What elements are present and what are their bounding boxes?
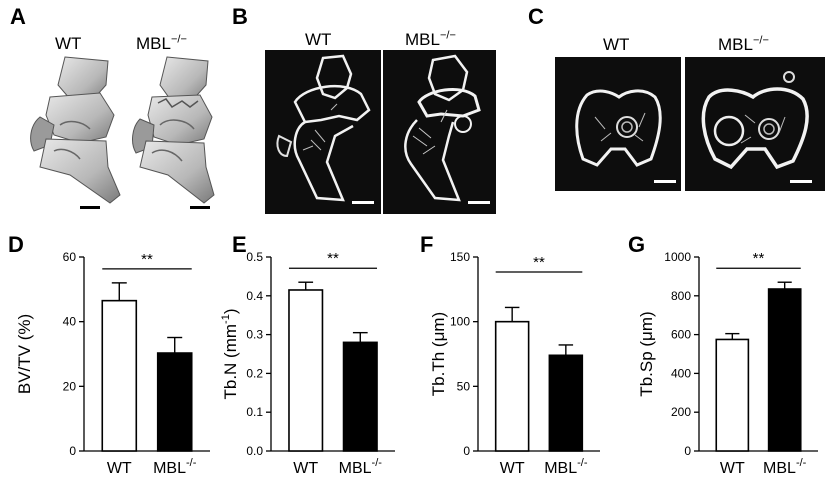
significance-marker: ** <box>533 254 545 271</box>
x-tick-label: MBL-/- <box>153 457 197 477</box>
x-tick-label: WT <box>720 460 745 477</box>
y-tick-label: 0.0 <box>246 444 263 458</box>
panel-label-b: B <box>232 4 248 29</box>
panel-b-mbl-microct-image <box>383 50 496 214</box>
y-tick-label: 0 <box>684 444 691 458</box>
y-tick-label: 0.1 <box>246 405 263 419</box>
y-tick-label: 400 <box>671 366 691 380</box>
y-tick-label: 100 <box>450 315 470 329</box>
y-tick-label: 50 <box>457 379 471 393</box>
y-tick-label: 20 <box>63 379 77 393</box>
bar-wt <box>101 299 138 452</box>
significance-marker: ** <box>753 250 765 267</box>
x-tick-label: WT <box>293 460 318 477</box>
panel-b-wt-microct-image <box>265 50 381 214</box>
x-tick-label: MBL-/- <box>544 457 588 477</box>
panel-b-mbl-label: MBL−/− <box>405 29 456 49</box>
panel-a-mbl-label: MBL−/− <box>136 33 187 53</box>
y-tick-label: 40 <box>63 315 77 329</box>
bar-wt <box>494 320 530 452</box>
panel-a-mbl-scale-bar <box>190 206 210 209</box>
panel-label-a: A <box>10 4 26 29</box>
y-tick-label: 200 <box>671 405 691 419</box>
chart-f: 0 50 100 150 Tb.Th (μm) WT MBL-/- ** <box>429 250 600 477</box>
panel-b-wt-label: WT <box>305 30 332 49</box>
significance-marker: ** <box>141 251 153 268</box>
x-tick-label: WT <box>500 460 525 477</box>
bar-wt <box>715 338 750 452</box>
y-axis-label: Tb.N (mm-1) <box>220 309 240 400</box>
y-tick-label: 60 <box>63 250 77 264</box>
x-tick-label: MBL-/- <box>763 457 807 477</box>
panel-c-wt-label: WT <box>603 35 630 54</box>
y-tick-label: 0.2 <box>246 366 263 380</box>
x-tick-label: WT <box>107 460 132 477</box>
chart-g: 0 200 400 600 800 1000 Tb.Sp (μm) WT MBL-/- ** <box>637 250 818 477</box>
panel-c-mbl-label: MBL−/− <box>718 34 769 54</box>
panel-label-e: E <box>232 232 247 257</box>
y-tick-label: 0 <box>463 444 470 458</box>
panel-a-wt-label: WT <box>55 34 82 53</box>
y-tick-label: 150 <box>450 250 470 264</box>
y-tick-label: 600 <box>671 328 691 342</box>
panel-label-d: D <box>8 232 24 257</box>
chart-d: 0 20 40 60 BV/TV (%) WT MBL-/- ** <box>15 250 210 477</box>
significance-marker: ** <box>327 250 339 267</box>
panel-c-mbl-microct-image <box>685 57 825 191</box>
panel-label-c: C <box>528 4 544 29</box>
y-tick-label: 800 <box>671 289 691 303</box>
y-tick-label: 1000 <box>664 250 691 264</box>
bar-mbl <box>342 341 378 452</box>
panel-label-g: G <box>628 232 646 257</box>
panel-a-wt-knee-render <box>30 56 121 204</box>
y-axis-label: Tb.Sp (μm) <box>637 311 656 396</box>
y-tick-label: 0.4 <box>246 289 263 303</box>
panel-c-wt-scale-bar <box>654 180 676 183</box>
x-tick-label: MBL-/- <box>339 457 383 477</box>
panel-a-mbl-knee-render <box>132 56 215 204</box>
y-axis-label: BV/TV (%) <box>15 314 34 394</box>
chart-e: 0.0 0.1 0.2 0.3 0.4 0.5 Tb.N (mm-1) WT MBL-/- ** <box>220 250 395 477</box>
panel-b-mbl-scale-bar <box>468 201 490 204</box>
bar-wt <box>288 289 324 452</box>
bar-mbl <box>156 352 193 452</box>
bar-mbl <box>767 288 802 452</box>
panel-a-wt-scale-bar <box>80 206 100 209</box>
y-axis-label: Tb.Th (μm) <box>429 312 448 396</box>
y-tick-label: 0.3 <box>246 328 263 342</box>
panel-b-wt-scale-bar <box>352 201 374 204</box>
panel-c-wt-microct-image <box>555 57 681 191</box>
y-tick-label: 0 <box>69 444 76 458</box>
panel-c-mbl-scale-bar <box>790 180 812 183</box>
bar-mbl <box>548 354 584 452</box>
panel-label-f: F <box>420 232 434 257</box>
y-tick-label: 0.5 <box>246 250 263 264</box>
